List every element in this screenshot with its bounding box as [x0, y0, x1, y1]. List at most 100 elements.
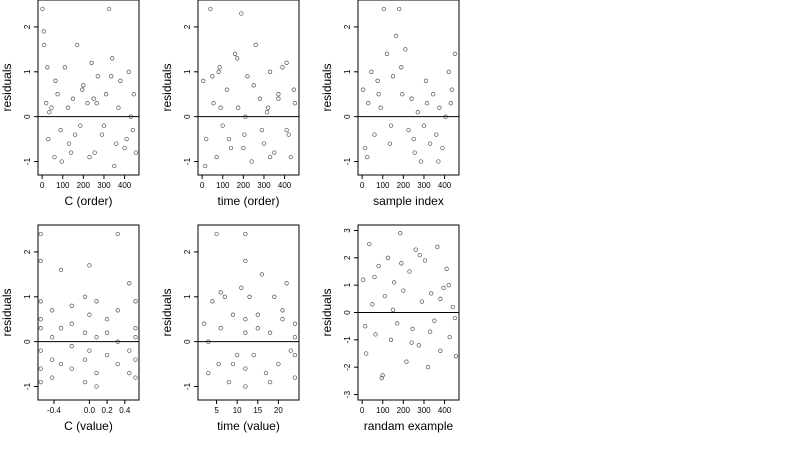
data-point	[78, 123, 83, 128]
data-point	[364, 351, 369, 356]
data-point	[251, 83, 256, 88]
data-point	[361, 87, 366, 92]
data-point	[232, 51, 238, 56]
x-axis-title: C (value)	[64, 419, 113, 433]
data-point	[372, 132, 377, 137]
data-point	[50, 335, 55, 340]
y-axis-title: residuals	[320, 63, 334, 111]
scatter-panel-4: -0.4 0.0 0.2 0.4 -1 0 1 2 C (value) residuals	[0, 224, 140, 433]
plot-frame	[197, 0, 300, 176]
data-point	[115, 231, 120, 237]
data-point	[210, 299, 215, 304]
data-point	[276, 92, 281, 97]
data-point	[69, 344, 74, 349]
data-point	[91, 96, 96, 101]
data-point	[398, 231, 403, 236]
data-point	[425, 365, 431, 370]
data-point	[242, 132, 247, 137]
data-point	[292, 321, 298, 326]
data-point	[112, 163, 117, 169]
data-point	[46, 136, 51, 142]
data-point	[239, 285, 244, 290]
data-point	[106, 6, 112, 12]
data-point	[424, 101, 430, 106]
data-point	[280, 308, 285, 313]
y-tick-label: 0	[23, 339, 32, 344]
data-point	[409, 340, 414, 345]
x-tick-label: 5	[214, 406, 219, 415]
data-point	[87, 312, 92, 317]
data-point	[411, 136, 416, 142]
data-point	[53, 78, 58, 83]
data-point	[104, 330, 110, 335]
y-tick-label: 2	[183, 249, 192, 254]
data-point	[399, 261, 404, 266]
data-point	[407, 269, 412, 274]
data-point	[82, 379, 88, 385]
data-point	[222, 294, 227, 299]
data-point	[441, 285, 446, 291]
data-point	[259, 127, 265, 133]
x-tick-label: 0.0	[84, 406, 96, 415]
data-point	[211, 101, 216, 106]
data-point	[133, 299, 138, 304]
x-tick-label: -0.4	[47, 406, 61, 415]
data-point	[82, 357, 88, 362]
data-point	[413, 247, 418, 252]
data-point	[116, 105, 121, 110]
data-point	[38, 317, 43, 322]
data-point	[444, 266, 449, 271]
x-tick-label: 300	[97, 181, 111, 190]
plot-frame	[37, 224, 140, 401]
x-axis-title: randam example	[364, 419, 454, 433]
data-point	[427, 329, 433, 334]
y-tick-label: 0	[343, 114, 352, 119]
data-point	[131, 92, 136, 97]
data-point	[133, 150, 139, 155]
data-point	[217, 65, 222, 70]
data-point	[284, 127, 289, 133]
data-point	[450, 304, 455, 310]
data-point	[230, 361, 236, 367]
data-point	[42, 42, 47, 48]
data-point	[235, 56, 240, 61]
data-point	[226, 136, 232, 142]
data-point	[423, 78, 429, 83]
data-point	[104, 352, 110, 358]
data-point	[421, 123, 427, 128]
data-point	[58, 267, 64, 273]
data-point	[38, 231, 43, 237]
x-tick-label: 100	[376, 181, 390, 190]
data-point	[41, 29, 46, 34]
data-point	[89, 60, 94, 65]
data-point	[397, 6, 402, 12]
x-tick-label: 0.4	[119, 406, 131, 415]
y-tick-label: -1	[23, 157, 32, 165]
data-point	[40, 6, 45, 12]
y-tick-label: 2	[23, 249, 32, 254]
data-point	[292, 335, 298, 340]
data-point	[390, 74, 396, 79]
y-tick-label: 0	[183, 339, 192, 344]
data-point	[44, 101, 49, 106]
data-point	[393, 33, 399, 39]
data-point	[284, 281, 289, 286]
plot-frame	[37, 0, 140, 176]
x-axis-title: C (order)	[64, 194, 112, 208]
data-point	[65, 105, 71, 110]
data-point	[224, 87, 230, 92]
x-tick-label: 20	[274, 406, 283, 415]
data-point	[243, 231, 248, 237]
data-point	[267, 379, 273, 385]
data-point	[38, 258, 43, 264]
data-point	[255, 326, 260, 331]
data-point	[257, 96, 262, 101]
data-point	[431, 92, 436, 97]
x-tick-label: 200	[397, 181, 411, 190]
data-point	[259, 272, 265, 277]
data-point	[49, 105, 54, 110]
data-point	[130, 127, 135, 133]
data-point	[415, 110, 420, 115]
data-point	[412, 150, 417, 155]
